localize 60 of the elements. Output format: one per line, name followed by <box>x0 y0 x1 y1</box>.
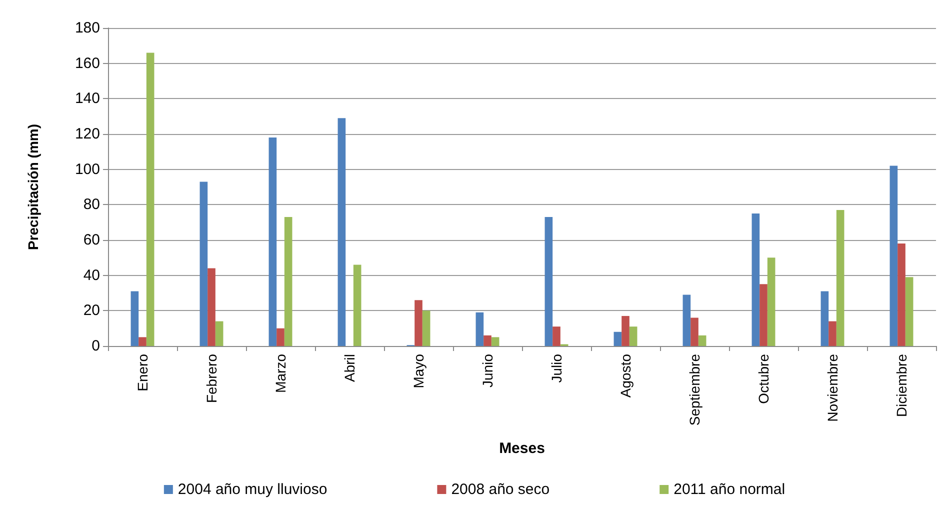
bar <box>146 52 154 346</box>
x-tick-label: Julio <box>548 354 564 383</box>
y-tick-label: 0 <box>92 338 100 354</box>
x-tick-label: Abril <box>342 354 358 382</box>
bar <box>268 138 277 346</box>
bar <box>138 337 146 346</box>
bar <box>200 182 208 346</box>
bar <box>552 326 560 346</box>
x-tick-label: Noviembre <box>824 354 840 422</box>
bar <box>905 277 914 346</box>
x-axis-title: Meses <box>499 440 545 457</box>
bar <box>614 332 622 346</box>
x-tick-label: Junio <box>480 354 496 388</box>
x-tick-label: Mayo <box>410 354 426 388</box>
legend-label: 2004 año muy lluvioso <box>178 481 328 498</box>
bar <box>284 217 292 346</box>
bar <box>215 321 224 346</box>
bar <box>422 310 430 346</box>
bar <box>898 244 906 346</box>
y-axis-title: Precipitación (mm) <box>25 124 41 250</box>
bar <box>820 291 829 346</box>
y-tick-label: 20 <box>83 302 100 320</box>
y-tick-label: 180 <box>74 20 100 36</box>
bar <box>836 210 844 346</box>
bar <box>767 258 776 346</box>
y-tick-label: 80 <box>83 196 100 214</box>
legend-label: 2011 año normal <box>674 481 786 498</box>
bar <box>276 328 284 346</box>
bar <box>208 268 216 346</box>
bar <box>484 335 492 346</box>
y-tick-label: 160 <box>74 54 100 72</box>
x-tick-label: Marzo <box>272 354 288 393</box>
bar <box>476 312 484 346</box>
x-tick-label: Octubre <box>756 354 772 404</box>
bar <box>629 326 638 346</box>
bar <box>828 321 836 346</box>
y-tick-label: 100 <box>74 160 100 178</box>
y-tick-label: 140 <box>74 90 100 108</box>
bar <box>414 300 422 346</box>
bar <box>338 118 346 346</box>
x-tick-label: Febrero <box>204 354 220 404</box>
x-tick-label: Septiembre <box>686 354 702 426</box>
bar <box>622 316 630 346</box>
bar <box>682 294 691 346</box>
bar <box>890 166 898 346</box>
bar <box>690 318 698 346</box>
bar <box>752 214 760 346</box>
bar <box>760 284 768 346</box>
bar <box>698 335 706 346</box>
x-tick-label: Diciembre <box>894 354 910 418</box>
bar <box>491 337 500 346</box>
y-tick-label: 120 <box>74 126 100 142</box>
legend-label: 2008 año seco <box>451 481 550 498</box>
bar <box>353 264 362 346</box>
bar <box>130 291 139 346</box>
y-tick-label: 40 <box>83 266 100 284</box>
x-tick-label: Agosto <box>618 354 634 398</box>
x-tick-label: Enero <box>134 354 150 392</box>
y-tick-label: 60 <box>83 232 100 248</box>
bar <box>544 217 553 346</box>
